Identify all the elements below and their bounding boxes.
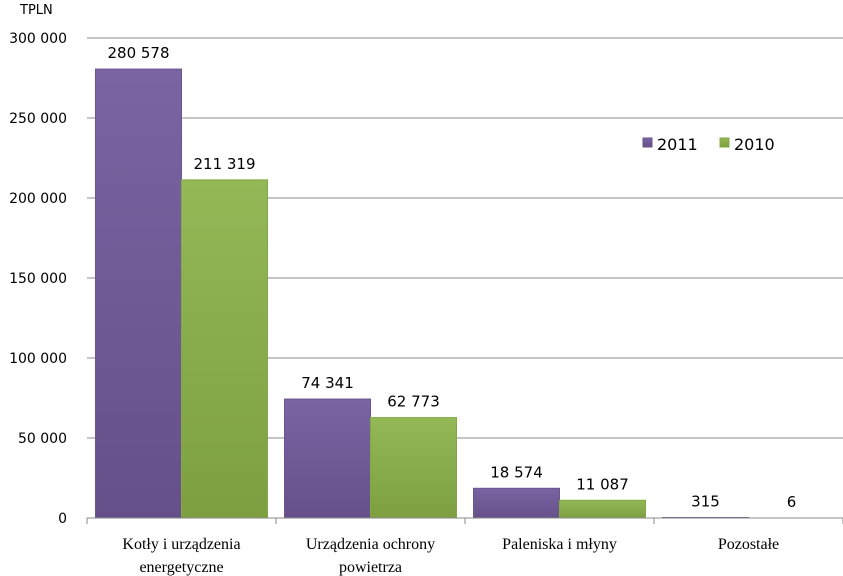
- data-label-2010-2: 11 087: [576, 475, 629, 493]
- data-label-2011-2: 18 574: [490, 463, 543, 481]
- x-category-label-2: Paleniska i młyny: [502, 536, 617, 553]
- data-label-2010-3: 6: [787, 493, 797, 511]
- legend-label-2011: 2011: [657, 135, 698, 154]
- legend-swatch-2010: [719, 137, 730, 148]
- y-axis-title: TPLN: [19, 3, 53, 18]
- data-label-2010-1: 62 773: [387, 393, 440, 411]
- y-tick-label: 300 000: [9, 31, 67, 47]
- bar-2010-0: [181, 179, 268, 519]
- y-tick-label: 150 000: [9, 271, 67, 287]
- bar-2011-0: [95, 68, 182, 519]
- x-axis-category-labels: Kotły i urządzenia energetyczne Urządzenia…: [122, 536, 779, 576]
- bar-2010-2: [559, 499, 646, 519]
- x-category-label-1: Urządzenia ochrony powietrza: [306, 536, 435, 576]
- data-labels: 280 578 211 319 74 341 62 773 18 574 11 087 31…: [107, 44, 796, 511]
- data-label-2010-0: 211 319: [193, 155, 255, 173]
- bars: [95, 68, 749, 519]
- legend-label-2010: 2010: [734, 135, 775, 154]
- legend: 2011 2010: [642, 135, 775, 154]
- data-label-2011-0: 280 578: [107, 44, 169, 62]
- bar-2011-2: [473, 487, 560, 519]
- bar-2011-1: [284, 398, 371, 519]
- y-tick-label: 200 000: [9, 191, 67, 207]
- y-tick-label: 250 000: [9, 111, 67, 127]
- data-label-2011-3: 315: [691, 492, 720, 510]
- bar-2010-1: [370, 417, 457, 519]
- y-tick-label: 50 000: [18, 431, 67, 447]
- x-category-label-3: Pozostałe: [718, 536, 779, 553]
- legend-swatch-2011: [642, 137, 653, 148]
- y-tick-label: 0: [58, 511, 67, 527]
- y-tick-label: 100 000: [9, 351, 67, 367]
- y-axis-tick-labels: 0 50 000 100 000 150 000 200 000 250 000 300 0…: [9, 31, 67, 527]
- x-axis-ticks: [86, 518, 843, 524]
- data-label-2011-1: 74 341: [301, 374, 354, 392]
- x-category-label-0: Kotły i urządzenia energetyczne: [122, 536, 240, 576]
